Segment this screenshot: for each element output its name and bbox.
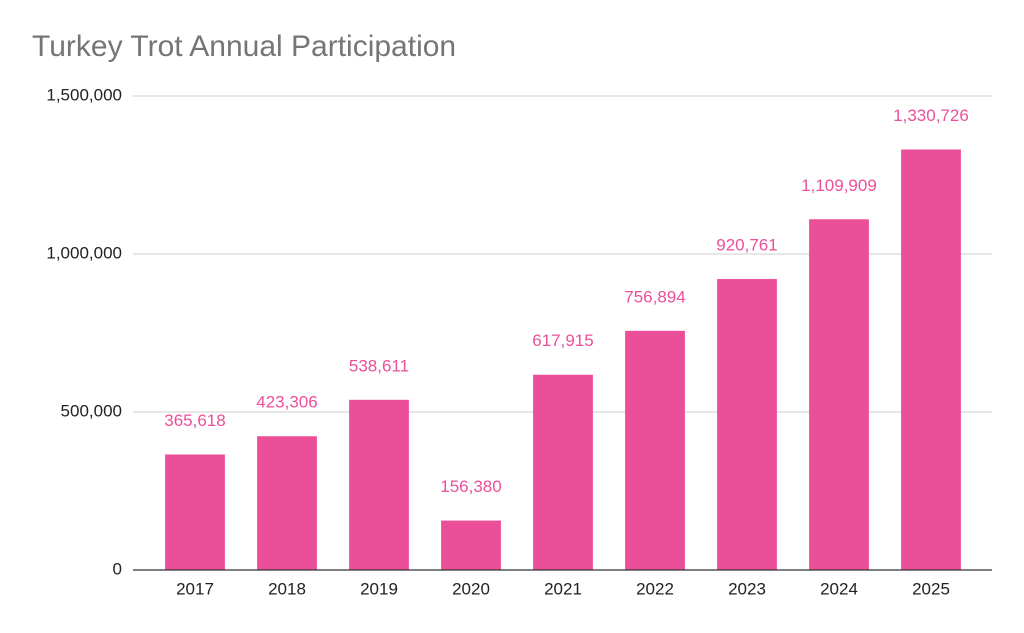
y-tick-label: 500,000	[61, 401, 122, 420]
value-label: 617,915	[532, 331, 593, 350]
value-label: 1,109,909	[801, 176, 877, 195]
value-label: 365,618	[164, 411, 225, 430]
bar	[625, 330, 685, 570]
chart-title: Turkey Trot Annual Participation	[32, 30, 456, 63]
bar	[349, 399, 409, 570]
y-tick-label: 0	[113, 559, 122, 578]
x-tick-label: 2021	[544, 579, 582, 598]
x-tick-label: 2019	[360, 579, 398, 598]
x-tick-label: 2024	[820, 579, 858, 598]
x-tick-label: 2022	[636, 579, 674, 598]
value-label: 920,761	[716, 236, 777, 255]
bar	[809, 219, 869, 571]
bar	[165, 454, 225, 570]
y-tick-label: 1,000,000	[46, 243, 122, 262]
x-tick-label: 2023	[728, 579, 766, 598]
x-tick-label: 2025	[912, 579, 950, 598]
value-label: 756,894	[624, 287, 685, 306]
value-label: 538,611	[349, 356, 409, 375]
y-tick-label: 1,500,000	[46, 85, 122, 104]
x-tick-label: 2018	[268, 579, 306, 598]
value-label: 156,380	[440, 477, 501, 496]
bar	[901, 149, 961, 570]
x-tick-label: 2017	[176, 579, 214, 598]
value-label: 423,306	[256, 393, 317, 412]
value-label: 1,330,726	[893, 106, 969, 125]
x-tick-label: 2020	[452, 579, 490, 598]
bar	[717, 279, 777, 570]
bar	[257, 436, 317, 570]
bar	[441, 520, 501, 570]
bar	[533, 374, 593, 570]
